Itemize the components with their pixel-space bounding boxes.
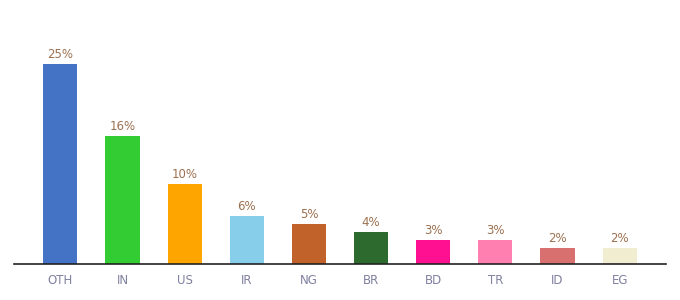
Bar xyxy=(105,136,139,264)
Bar xyxy=(354,232,388,264)
Text: 4%: 4% xyxy=(362,216,380,229)
Text: 5%: 5% xyxy=(300,208,318,221)
Text: 2%: 2% xyxy=(611,232,629,245)
Text: 3%: 3% xyxy=(424,224,443,237)
Bar xyxy=(167,184,202,264)
Bar xyxy=(292,224,326,264)
Bar xyxy=(541,248,575,264)
Bar xyxy=(602,248,636,264)
Bar xyxy=(230,216,264,264)
Text: 10%: 10% xyxy=(171,168,198,181)
Text: 2%: 2% xyxy=(548,232,567,245)
Text: 25%: 25% xyxy=(48,48,73,61)
Text: 3%: 3% xyxy=(486,224,505,237)
Text: 6%: 6% xyxy=(237,200,256,213)
Bar xyxy=(44,64,78,264)
Bar xyxy=(416,240,450,264)
Bar xyxy=(478,240,513,264)
Text: 16%: 16% xyxy=(109,120,135,133)
